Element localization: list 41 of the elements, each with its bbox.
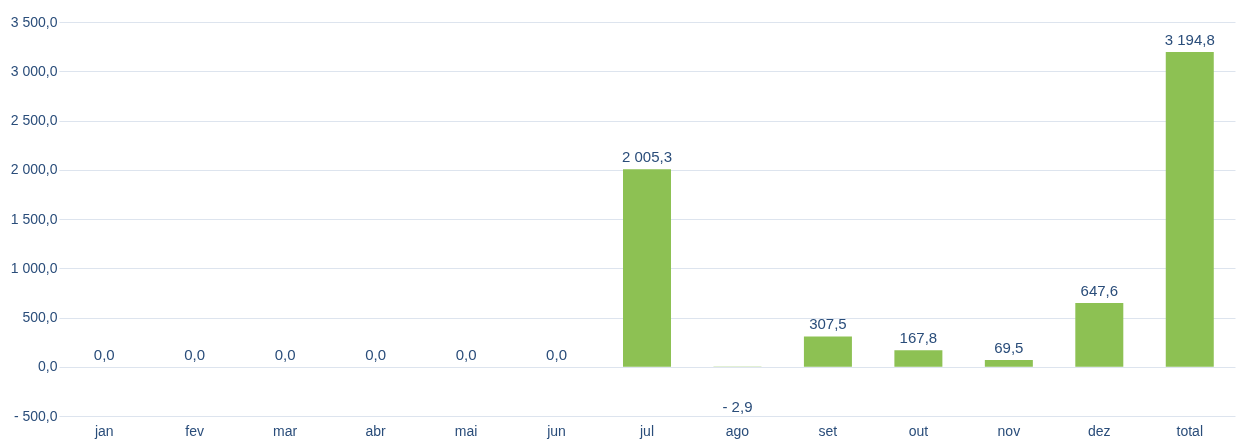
data-label: 0,0 xyxy=(455,345,477,363)
data-label: 0,0 xyxy=(93,345,115,363)
data-label: 647,6 xyxy=(1080,281,1119,299)
y-tick-label: 2 500,0 xyxy=(10,112,58,128)
bar xyxy=(803,336,852,367)
x-tick-label: dez xyxy=(1088,422,1111,439)
x-tick-label: jun xyxy=(546,422,566,439)
data-label: 0,0 xyxy=(184,345,206,363)
bar xyxy=(623,169,671,367)
x-tick-label: mai xyxy=(454,422,478,439)
data-label: 0,0 xyxy=(365,345,387,363)
x-tick-label: jan xyxy=(93,422,114,439)
bar xyxy=(894,350,943,367)
y-tick-label: 1 000,0 xyxy=(10,259,58,276)
data-label: 307,5 xyxy=(809,315,847,333)
data-label: 0,0 xyxy=(274,345,296,363)
y-tick-label: 3 000,0 xyxy=(10,62,58,79)
x-tick-label: out xyxy=(908,422,929,439)
y-tick-label: - 500,0 xyxy=(13,407,58,424)
x-tick-label: total xyxy=(1176,422,1203,439)
x-tick-label: set xyxy=(818,422,838,439)
y-tick-label: 0,0 xyxy=(38,358,58,375)
x-tick-label: abr xyxy=(365,422,387,439)
data-label: - 2,9 xyxy=(722,398,753,416)
data-label: 2 005,3 xyxy=(621,148,673,166)
y-tick-label: 500,0 xyxy=(22,309,58,325)
data-label: 0,0 xyxy=(546,345,567,363)
bar xyxy=(1165,52,1214,367)
y-tick-label: 3 500,0 xyxy=(10,13,58,30)
bar xyxy=(984,359,1033,367)
x-tick-label: mar xyxy=(273,422,298,439)
y-tick-label: 1 500,0 xyxy=(10,210,58,227)
data-label: 69,5 xyxy=(994,338,1024,356)
x-tick-label: jul xyxy=(638,422,655,439)
bar xyxy=(1075,302,1124,367)
data-label: 3 194,8 xyxy=(1164,31,1215,49)
y-tick-label: 2 000,0 xyxy=(10,161,58,178)
x-tick-label: fev xyxy=(185,422,205,439)
x-tick-label: ago xyxy=(725,422,750,439)
x-tick-label: nov xyxy=(997,422,1021,439)
data-label: 167,8 xyxy=(899,329,938,347)
